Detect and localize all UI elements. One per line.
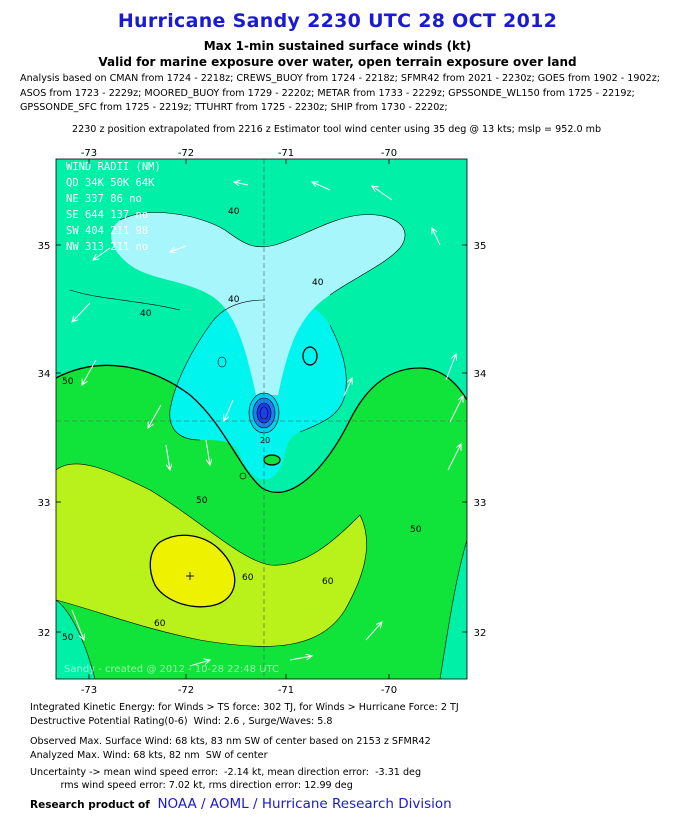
lon-tick-label: -70 <box>381 685 397 696</box>
wind-field-map: 40 40 40 40 50 50 50 50 60 60 60 20 Sand… <box>38 148 487 696</box>
lon-tick-label: -72 <box>178 148 194 159</box>
axis-ticks <box>56 159 467 679</box>
wind-arrow <box>93 247 111 260</box>
max-wind-marker <box>186 572 194 580</box>
footer-org-link[interactable]: NOAA / AOML / Hurricane Research Divisio… <box>157 796 452 812</box>
wind-arrow <box>343 378 352 397</box>
wind-arrow <box>372 186 393 201</box>
lat-tick-label: 33 <box>474 498 487 509</box>
wind-band-40-50 <box>56 600 95 679</box>
wind-radii-row: SE 644 137 no <box>66 209 148 221</box>
analyzed-max-wind: Analyzed Max. Wind: 68 kts, 82 nm SW of … <box>30 750 268 761</box>
wind-arrow <box>449 396 463 423</box>
wind-max-blob <box>264 455 280 465</box>
wind-arrow <box>445 354 456 381</box>
lat-tick-label: 35 <box>474 241 487 252</box>
contour-label: 50 <box>62 633 74 643</box>
lat-tick-label: 32 <box>38 628 51 639</box>
axis-tick-labels: -73 -72 -71 -70 -73 -72 -71 -70 35 34 33… <box>38 148 487 696</box>
contour-labels: 40 40 40 40 50 50 50 50 60 60 60 20 <box>62 207 422 643</box>
uncertainty-mean: Uncertainty -> mean wind speed error: -2… <box>30 767 422 778</box>
contour-label: 40 <box>228 295 240 305</box>
contour-label: 40 <box>140 309 152 319</box>
storm-eye <box>257 403 271 423</box>
page-title: Hurricane Sandy 2230 UTC 28 OCT 2012 <box>117 10 558 32</box>
wind-arrow <box>289 656 312 661</box>
analysis-line: ASOS from 1723 - 2229z; MOORED_BUOY from… <box>20 87 635 99</box>
lon-tick-label: -73 <box>81 685 97 696</box>
contour-label: 60 <box>322 577 334 587</box>
wind-vectors <box>71 182 463 667</box>
footer-credit: Research product of NOAA / AOML / Hurric… <box>30 796 452 812</box>
contour-label: 50 <box>62 377 74 387</box>
lat-tick-label: 35 <box>38 241 51 252</box>
analysis-sources: Analysis based on CMAN from 1724 - 2218z… <box>20 72 660 116</box>
wind-radii-row: SW 404 211 98 <box>66 225 148 237</box>
wind-band-40-50 <box>440 540 467 679</box>
wind-arrow <box>432 228 441 246</box>
analysis-line: GPSSONDE_SFC from 1725 - 2219z; TTUHRT f… <box>20 102 448 113</box>
uncertainty-rms: rms wind speed error: 7.02 kt, rms direc… <box>30 780 353 791</box>
wind-arrow <box>170 245 187 252</box>
wind-radii-row: NW 313 211 no <box>66 241 148 253</box>
lat-tick-label: 32 <box>474 628 487 639</box>
wind-radii-row: NE 337 86 no <box>66 193 142 205</box>
wind-field-fill: 40 40 40 40 50 50 50 50 60 60 60 20 Sand… <box>56 159 467 679</box>
ike-text: Integrated Kinetic Energy: for Winds > T… <box>30 702 459 713</box>
lat-tick-label: 34 <box>38 369 51 380</box>
lon-tick-label: -70 <box>381 148 397 159</box>
wind-radii-table: WIND RADII (NM) QD 34K 50K 64K NE 337 86… <box>66 161 161 253</box>
wind-min-blob <box>303 347 317 365</box>
contour-label: 50 <box>410 525 422 535</box>
wind-arrow <box>148 404 162 428</box>
wind-arrow <box>365 622 382 641</box>
contour-label: 20 <box>260 436 270 445</box>
wind-arrow <box>224 399 234 421</box>
observed-max-wind: Observed Max. Surface Wind: 68 kts, 83 n… <box>30 736 431 747</box>
wind-arrow <box>82 359 97 385</box>
subtitle-exposure: Valid for marine exposure over water, op… <box>98 55 577 69</box>
subtitle-units: Max 1-min sustained surface winds (kt) <box>203 39 472 53</box>
dpr-text: Destructive Potential Rating(0-6) Wind: … <box>30 716 333 727</box>
wind-arrow <box>312 182 331 191</box>
wind-arrow <box>234 182 249 185</box>
contour-label: 40 <box>312 278 324 288</box>
map-frame <box>55 158 468 680</box>
lon-tick-label: -71 <box>278 685 294 696</box>
wind-arrow <box>72 302 91 322</box>
position-note: 2230 z position extrapolated from 2216 z… <box>72 124 602 135</box>
contour-label: 60 <box>154 619 166 629</box>
wind-radii-title: WIND RADII (NM) <box>66 161 161 173</box>
lat-tick-label: 34 <box>474 369 487 380</box>
lon-tick-label: -71 <box>278 148 294 159</box>
wind-max-core <box>150 535 235 607</box>
analysis-line: Analysis based on CMAN from 1724 - 2218z… <box>20 73 660 84</box>
wind-arrow <box>205 439 210 465</box>
wind-arrow <box>189 660 210 667</box>
wind-arrow <box>165 444 170 470</box>
contour-label: 50 <box>196 496 208 506</box>
contour-label: 60 <box>242 573 254 583</box>
contour-label: 40 <box>228 207 240 217</box>
lon-tick-label: -72 <box>178 685 194 696</box>
wind-band-below-35 <box>111 212 406 395</box>
lon-tick-label: -73 <box>81 148 97 159</box>
wind-arrow <box>447 444 461 471</box>
footer-label: Research product of <box>30 799 150 811</box>
wind-arrow <box>71 609 84 640</box>
wind-radii-header: QD 34K 50K 64K <box>66 177 155 189</box>
lat-tick-label: 33 <box>38 498 51 509</box>
watermark: Sandy - created @ 2012 - 10-28 22:48 UTC <box>64 664 279 675</box>
